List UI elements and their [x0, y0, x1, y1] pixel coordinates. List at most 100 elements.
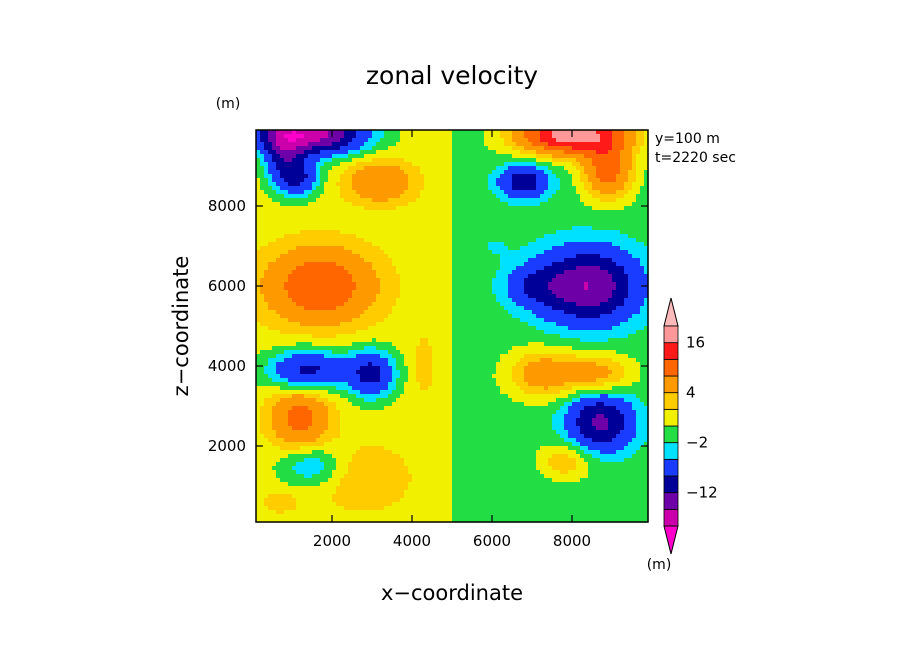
field-cell: [620, 198, 625, 203]
field-cell: [292, 274, 297, 279]
field-cell: [612, 134, 617, 139]
field-cell: [368, 134, 373, 139]
field-cell: [524, 178, 529, 183]
field-cell: [412, 174, 417, 179]
field-cell: [360, 158, 365, 163]
field-cell: [520, 150, 525, 155]
field-cell: [604, 146, 609, 151]
field-cell: [404, 314, 409, 319]
field-cell: [640, 242, 645, 247]
field-cell: [312, 190, 317, 195]
field-cell: [460, 246, 465, 251]
field-cell: [584, 254, 589, 259]
field-cell: [548, 138, 553, 143]
field-cell: [300, 190, 305, 195]
field-cell: [428, 130, 433, 135]
field-cell: [272, 186, 277, 191]
field-cell: [492, 298, 497, 303]
field-cell: [484, 174, 489, 179]
field-cell: [268, 162, 273, 167]
field-cell: [604, 202, 609, 207]
field-cell: [448, 282, 453, 287]
field-cell: [456, 242, 461, 247]
field-cell: [460, 294, 465, 299]
field-cell: [420, 306, 425, 311]
field-cell: [276, 302, 281, 307]
field-cell: [476, 186, 481, 191]
field-cell: [412, 162, 417, 167]
field-cell: [524, 326, 529, 331]
field-cell: [380, 230, 385, 235]
field-cell: [416, 254, 421, 259]
field-cell: [368, 142, 373, 147]
field-cell: [308, 170, 313, 175]
field-cell: [264, 314, 269, 319]
field-cell: [292, 290, 297, 295]
field-cell: [504, 206, 509, 211]
field-cell: [380, 310, 385, 315]
field-cell: [608, 238, 613, 243]
field-cell: [260, 330, 265, 335]
field-cell: [440, 330, 445, 335]
field-cell: [364, 230, 369, 235]
field-cell: [528, 322, 533, 327]
field-cell: [532, 266, 537, 271]
field-cell: [584, 314, 589, 319]
field-cell: [544, 190, 549, 195]
field-cell: [384, 162, 389, 167]
field-cell: [284, 150, 289, 155]
field-cell: [524, 238, 529, 243]
field-cell: [428, 170, 433, 175]
field-cell: [560, 242, 565, 247]
field-cell: [424, 330, 429, 335]
field-cell: [532, 330, 537, 335]
field-cell: [548, 286, 553, 291]
field-cell: [644, 222, 649, 227]
field-cell: [360, 154, 365, 159]
field-cell: [480, 310, 485, 315]
field-cell: [428, 258, 433, 263]
field-cell: [480, 142, 485, 147]
field-cell: [444, 254, 449, 259]
field-cell: [356, 326, 361, 331]
field-cell: [344, 258, 349, 263]
field-cell: [368, 278, 373, 283]
field-cell: [416, 238, 421, 243]
field-cell: [404, 202, 409, 207]
field-cell: [608, 230, 613, 235]
field-cell: [484, 130, 489, 135]
field-cell: [536, 150, 541, 155]
field-cell: [440, 246, 445, 251]
field-cell: [544, 242, 549, 247]
field-cell: [268, 218, 273, 223]
field-cell: [428, 294, 433, 299]
field-cell: [316, 298, 321, 303]
field-cell: [616, 278, 621, 283]
field-cell: [316, 214, 321, 219]
field-cell: [580, 250, 585, 255]
field-cell: [468, 190, 473, 195]
field-cell: [428, 142, 433, 147]
field-cell: [568, 134, 573, 139]
field-cell: [272, 278, 277, 283]
field-cell: [444, 166, 449, 171]
field-cell: [360, 262, 365, 267]
field-cell: [312, 230, 317, 235]
field-cell: [360, 194, 365, 199]
field-cell: [400, 130, 405, 135]
field-cell: [492, 134, 497, 139]
field-cell: [300, 218, 305, 223]
field-cell: [504, 250, 509, 255]
field-cell: [576, 290, 581, 295]
field-cell: [468, 294, 473, 299]
field-cell: [568, 314, 573, 319]
field-cell: [480, 258, 485, 263]
field-cell: [400, 158, 405, 163]
field-cell: [548, 326, 553, 331]
field-cell: [340, 274, 345, 279]
field-cell: [628, 210, 633, 215]
field-cell: [644, 130, 649, 135]
field-cell: [516, 266, 521, 271]
field-cell: [364, 282, 369, 287]
field-cell: [500, 262, 505, 267]
